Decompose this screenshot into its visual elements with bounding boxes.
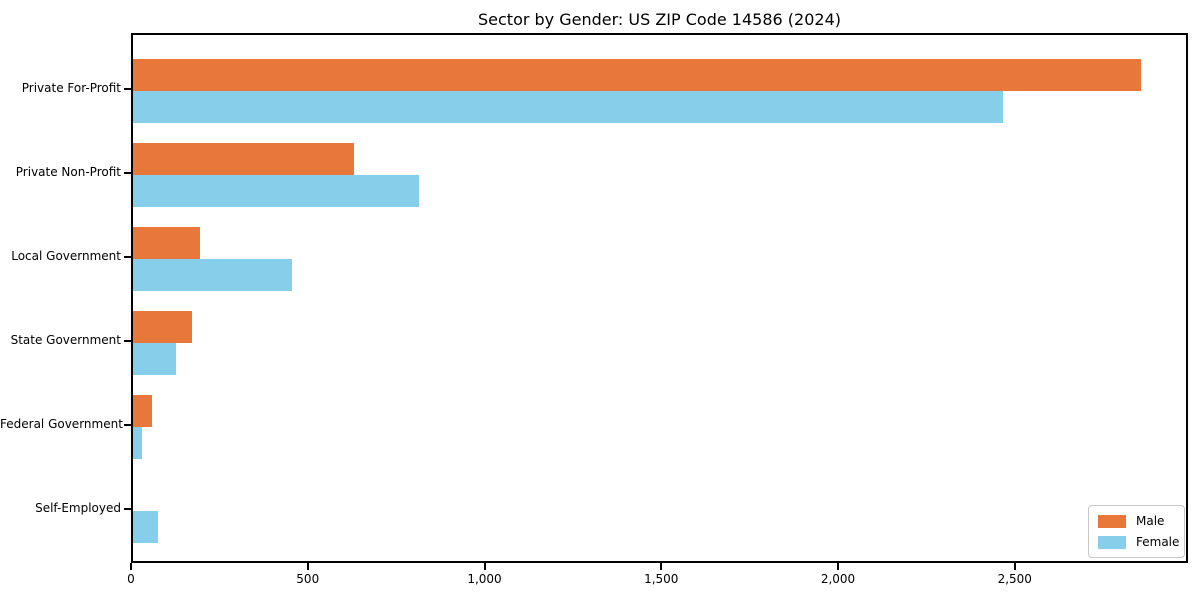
y-label-local-government: Local Government [11, 249, 121, 263]
bar-female-local-government [133, 259, 293, 291]
y-tick-private-for-profit [124, 88, 131, 90]
y-tick-self-employed [124, 508, 131, 510]
y-label-state-government: State Government [10, 333, 121, 347]
x-tick-label-1500: 1,500 [644, 572, 679, 586]
bar-female-private-non-profit [133, 175, 420, 207]
y-tick-local-government [124, 256, 131, 258]
x-tick-label-1000: 1,000 [467, 572, 502, 586]
x-tick-1000 [483, 563, 486, 570]
legend-swatch-female [1098, 535, 1126, 549]
plot-area [131, 33, 1188, 563]
y-tick-federal-government [124, 424, 131, 426]
x-tick-2500 [1013, 563, 1016, 570]
legend-item-male: Male [1098, 514, 1176, 528]
x-tick-label-0: 0 [127, 572, 135, 586]
y-tick-private-non-profit [124, 172, 131, 174]
x-tick-500 [306, 563, 309, 570]
bar-female-federal-government [133, 427, 143, 459]
bar-male-local-government [133, 227, 201, 259]
bar-female-private-for-profit [133, 91, 1003, 123]
bar-female-state-government [133, 343, 177, 375]
y-label-federal-government: Federal Government [0, 417, 123, 431]
bar-male-state-government [133, 311, 193, 343]
x-tick-label-500: 500 [296, 572, 320, 586]
legend-label-female: Female [1136, 535, 1180, 549]
bar-female-self-employed [133, 511, 158, 543]
chart-title: Sector by Gender: US ZIP Code 14586 (202… [478, 10, 841, 29]
x-tick-2000 [837, 563, 840, 570]
bar-male-private-non-profit [133, 143, 354, 175]
x-tick-0 [130, 563, 132, 570]
y-label-private-for-profit: Private For-Profit [21, 81, 121, 95]
legend-label-male: Male [1136, 514, 1165, 528]
y-label-private-non-profit: Private Non-Profit [15, 165, 121, 179]
x-tick-1500 [660, 563, 663, 570]
bar-male-federal-government [133, 395, 153, 427]
legend-swatch-male [1098, 514, 1126, 528]
x-tick-label-2000: 2,000 [820, 572, 856, 586]
legend: Male Female [1088, 505, 1185, 558]
bar-male-private-for-profit [133, 59, 1141, 91]
legend-item-female: Female [1098, 535, 1180, 549]
x-tick-label-2500: 2,500 [997, 572, 1032, 586]
y-label-self-employed: Self-Employed [35, 501, 121, 515]
y-tick-state-government [124, 340, 131, 342]
